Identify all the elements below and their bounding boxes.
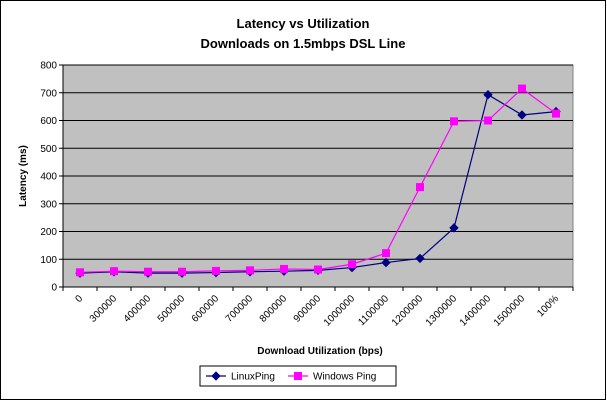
y-tick-label: 0: [51, 283, 57, 294]
y-tick-label: 700: [40, 88, 57, 99]
series-windows-ping: [76, 84, 560, 277]
series-layer: [75, 84, 561, 278]
data-point: [246, 266, 254, 275]
data-point: [416, 183, 424, 192]
legend-marker: [211, 371, 221, 381]
y-axis-label: Latency (ms): [18, 145, 29, 207]
data-point: [144, 267, 152, 276]
y-tick-label: 300: [40, 199, 57, 210]
data-point: [212, 266, 220, 275]
data-point: [518, 84, 526, 93]
x-axis-label: Download Utilization (bps): [257, 346, 383, 357]
data-point: [314, 265, 322, 274]
data-point: [280, 264, 288, 273]
data-point: [178, 267, 186, 276]
chart-subtitle: Downloads on 1.5mbps DSL Line: [201, 36, 406, 51]
data-point: [450, 117, 458, 126]
y-axis-ticks: 0 100 200 300 400 500 600 700 800: [40, 61, 573, 294]
data-point: [110, 267, 118, 276]
chart-title: Latency vs Utilization: [237, 16, 370, 31]
legend-label: LinuxPing: [231, 372, 275, 383]
data-point: [449, 223, 459, 233]
legend-label: Windows Ping: [313, 372, 376, 383]
data-point: [517, 110, 527, 120]
legend-marker: [294, 372, 302, 380]
y-tick-label: 100: [40, 255, 57, 266]
data-point: [483, 89, 493, 100]
y-tick-label: 800: [40, 61, 57, 72]
data-point: [382, 249, 390, 258]
data-point: [415, 253, 425, 264]
y-tick-label: 500: [40, 144, 57, 155]
data-point: [552, 109, 560, 118]
data-point: [381, 257, 391, 268]
legend: LinuxPing Windows Ping: [199, 365, 397, 387]
y-tick-label: 200: [40, 227, 57, 238]
data-point: [348, 260, 356, 269]
y-tick-label: 600: [40, 116, 57, 127]
data-point: [76, 268, 84, 277]
data-point: [484, 116, 492, 125]
grid-lines: [63, 64, 573, 260]
y-tick-label: 400: [40, 172, 57, 183]
